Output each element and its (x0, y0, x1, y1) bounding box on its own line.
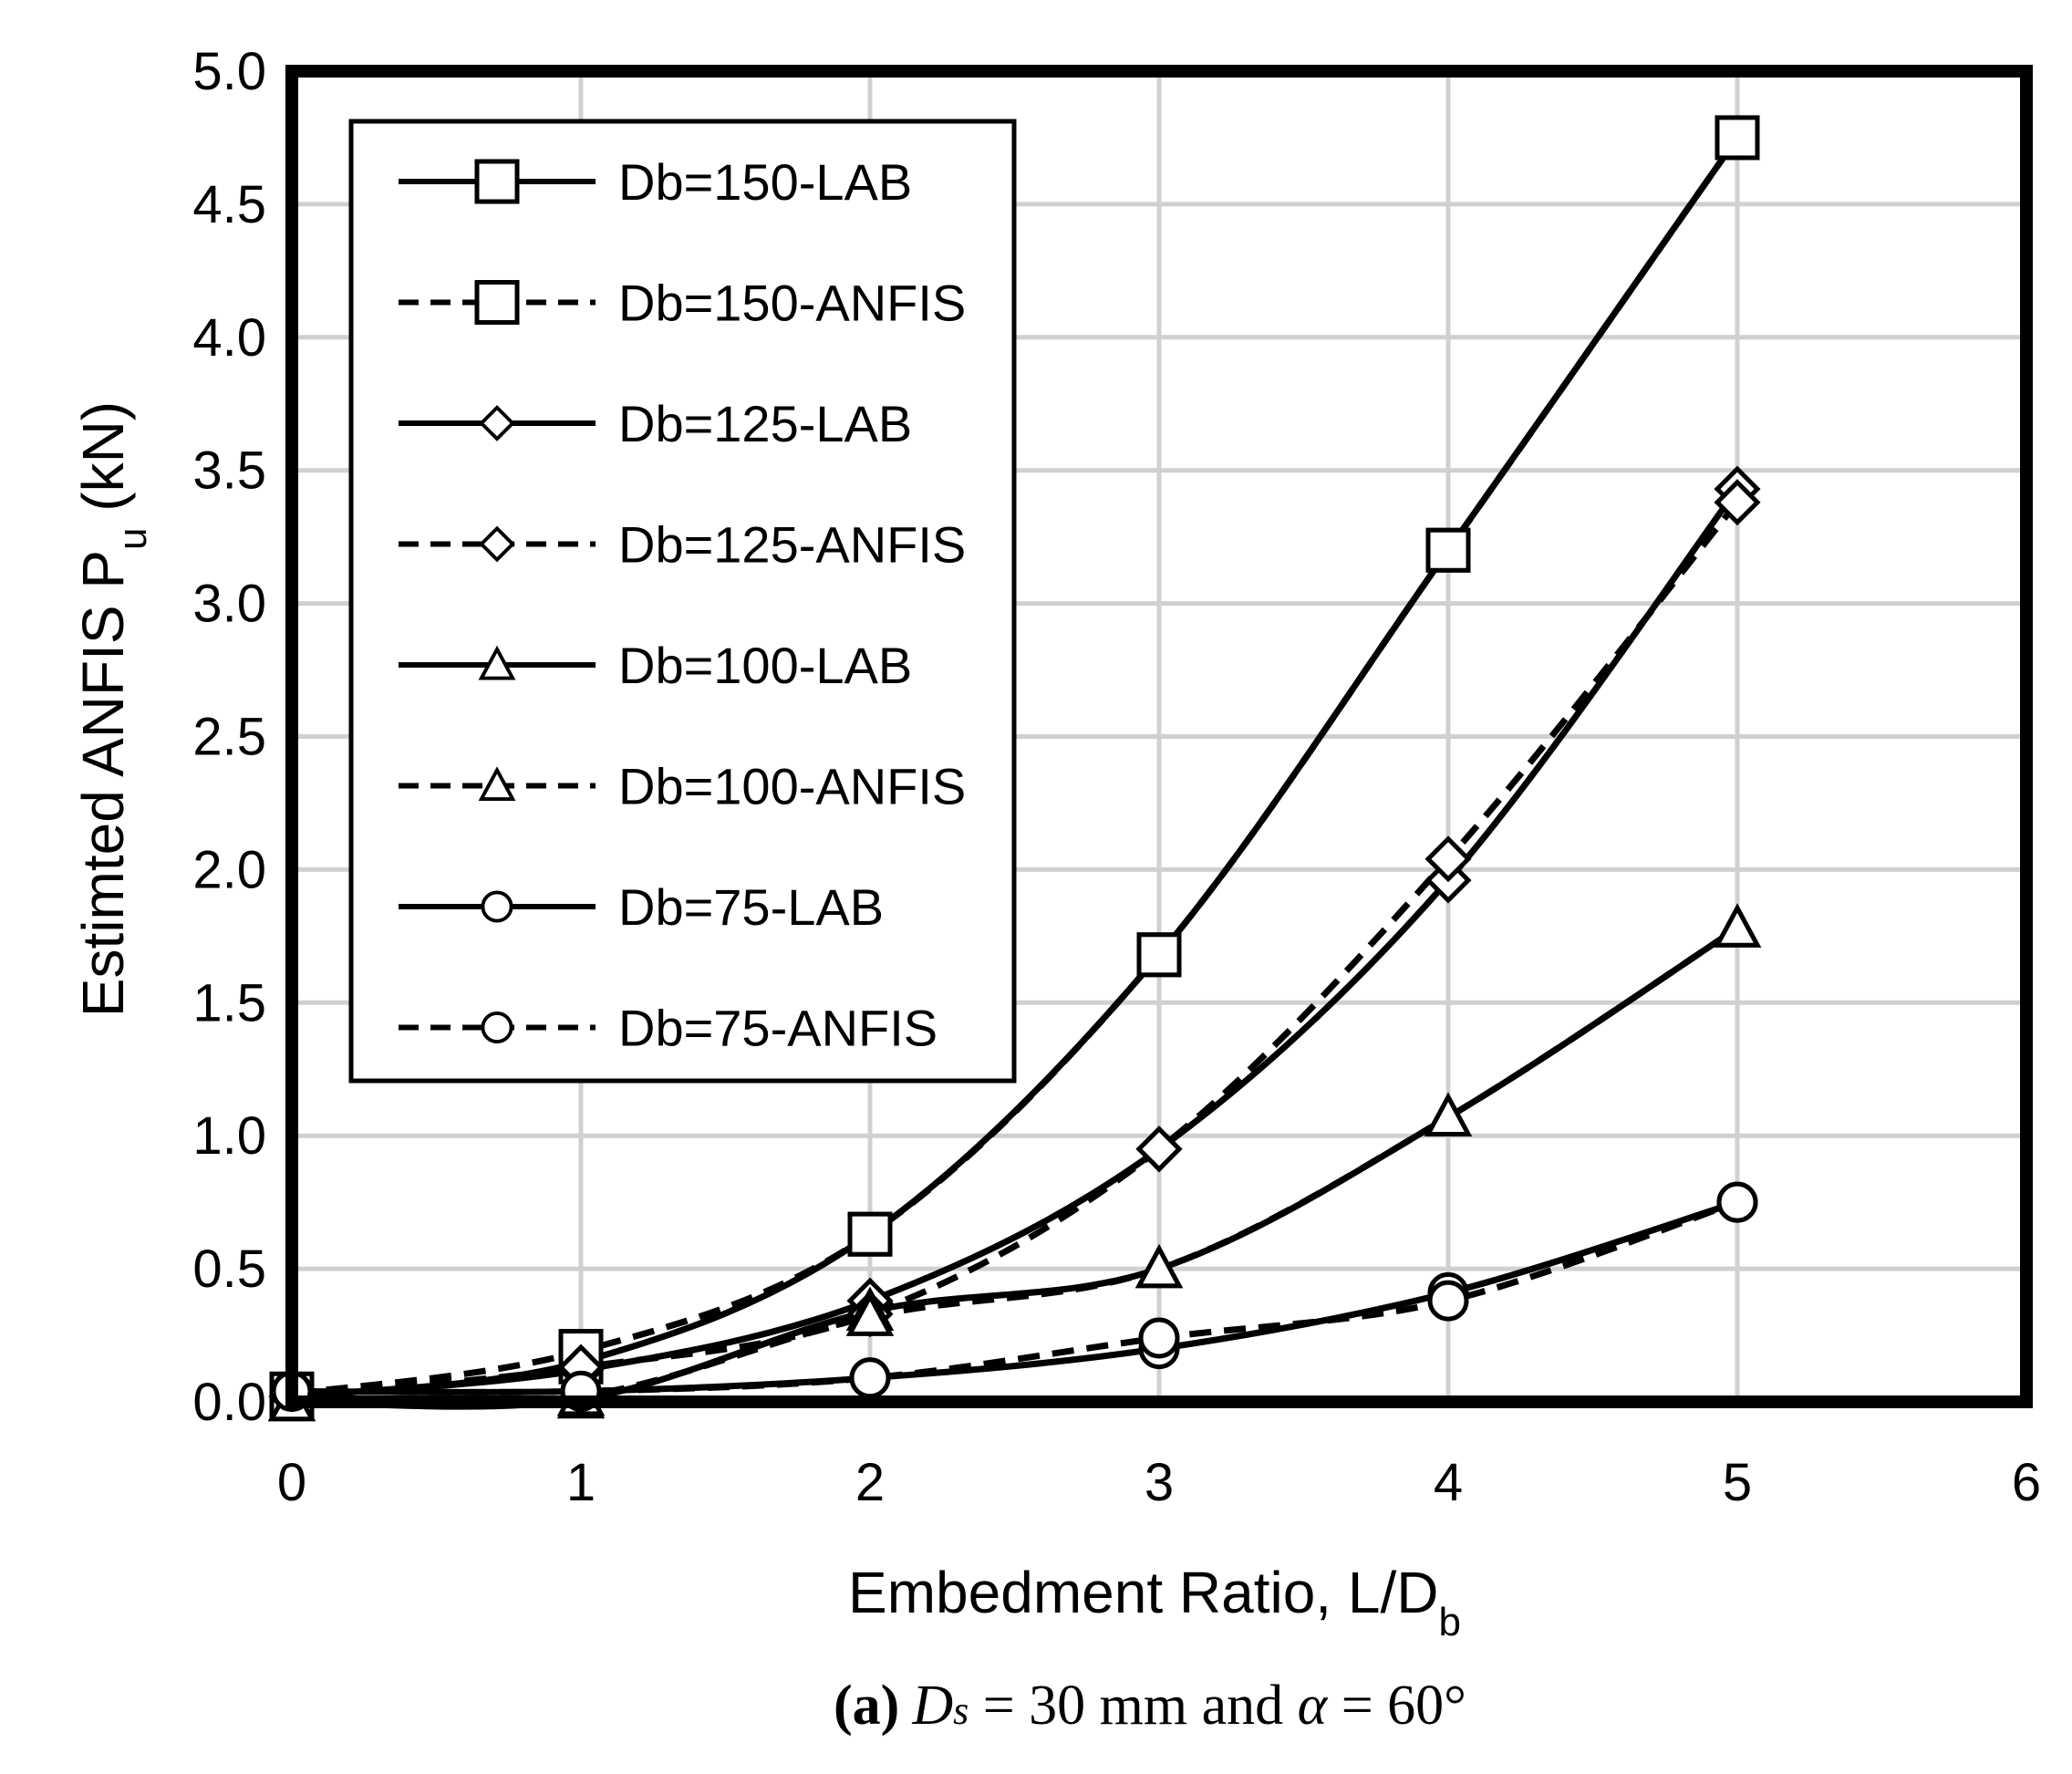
data-point-Db=150-ANFIS (1136, 932, 1182, 978)
legend-marker (481, 1011, 513, 1044)
x-axis-title-main: Embedment Ratio, L/D (848, 1560, 1438, 1625)
y-tick-label: 2.0 (192, 840, 266, 899)
data-point-Db=125-ANFIS (1714, 479, 1761, 526)
legend-label: Db=75-ANFIS (618, 1000, 938, 1057)
legend-label: Db=150-ANFIS (618, 275, 966, 332)
legend-marker (478, 766, 516, 802)
legend-marker (474, 280, 520, 325)
y-tick-label: 3.0 (192, 575, 266, 634)
y-axis-title-main: Estimted ANFIS P (70, 550, 136, 1017)
legend-marker (479, 525, 515, 563)
y-tick-label: 2.5 (192, 708, 266, 767)
figure-caption: (a) Ds = 30 mm and α = 60° (834, 1675, 1466, 1737)
x-tick-label: 3 (1145, 1453, 1174, 1512)
y-tick-label: 0.5 (192, 1240, 266, 1299)
caption-symbol-d-sub: s (953, 1688, 969, 1733)
y-tick-label: 0.0 (192, 1373, 266, 1432)
legend-label: Db=100-LAB (618, 637, 912, 694)
legend-label: Db=75-LAB (618, 878, 884, 936)
legend-label: Db=125-ANFIS (618, 516, 966, 574)
legend-marker (481, 890, 513, 923)
data-point-Db=100-ANFIS (1424, 1092, 1473, 1136)
y-tick-label: 1.0 (192, 1106, 266, 1166)
data-point-Db=75-ANFIS (1716, 1181, 1758, 1223)
caption-symbol-alpha: α (1298, 1675, 1329, 1737)
x-tick-label: 1 (566, 1453, 596, 1512)
data-point-Db=75-ANFIS (1138, 1317, 1180, 1359)
x-tick-label: 2 (855, 1453, 885, 1512)
data-point-Db=125-ANFIS (1424, 835, 1472, 883)
y-tick-label: 1.5 (192, 973, 266, 1032)
data-point-Db=150-ANFIS (1715, 115, 1760, 161)
x-tick-label: 0 (277, 1453, 306, 1512)
caption-text-2: = 60° (1327, 1675, 1466, 1737)
legend-label: Db=100-ANFIS (618, 758, 966, 815)
caption-label: (a) (834, 1675, 899, 1737)
legend-marker (474, 159, 520, 204)
y-tick-label: 5.0 (192, 42, 266, 101)
data-point-Db=100-ANFIS (845, 1292, 895, 1336)
plot-frame (285, 65, 2033, 1408)
y-axis-title-sub: u (110, 527, 155, 549)
legend-label: Db=125-LAB (618, 395, 912, 452)
y-axis-title-units: (kN) (70, 401, 136, 528)
legend-marker (478, 645, 516, 680)
legend-marker (479, 405, 515, 441)
x-tick-label: 6 (2012, 1453, 2041, 1512)
data-point-Db=75-ANFIS (849, 1357, 891, 1399)
y-tick-label: 4.0 (192, 308, 266, 368)
y-tick-label: 3.5 (192, 441, 266, 501)
data-point-Db=150-ANFIS (1425, 527, 1471, 573)
legend-label: Db=150-LAB (618, 153, 912, 211)
x-tick-label: 4 (1434, 1453, 1463, 1512)
y-axis-title: Estimted ANFIS Pu (kN) (70, 401, 155, 1017)
data-point-Db=100-ANFIS (1134, 1243, 1184, 1289)
x-axis-title-sub: b (1438, 1600, 1460, 1644)
x-tick-label: 5 (1723, 1453, 1752, 1512)
y-tick-label: 4.5 (192, 175, 266, 234)
data-point-Db=100-ANFIS (1713, 903, 1762, 948)
caption-symbol-d: D (911, 1675, 953, 1737)
series-line-Db=75-ANFIS (291, 1198, 1739, 1395)
data-point-Db=150-ANFIS (847, 1211, 893, 1257)
legend: Db=150-LAB Db=150-ANFIS Db=125-LAB Db=125-A… (348, 119, 1017, 1084)
legend-box (348, 119, 1017, 1084)
tick-labels: 0 1 2 3 4 5 6 0.0 0.5 1.0 1.5 2.0 2.5 3.0 3.5 4.0 4.5 5.0 (192, 42, 2041, 1512)
data-point-Db=125-ANFIS (1135, 1126, 1183, 1173)
data-point-Db=75-ANFIS (1427, 1280, 1469, 1322)
caption-text-1: = 30 mm and (969, 1675, 1297, 1737)
x-axis-title: Embedment Ratio, L/Db (848, 1560, 1461, 1644)
